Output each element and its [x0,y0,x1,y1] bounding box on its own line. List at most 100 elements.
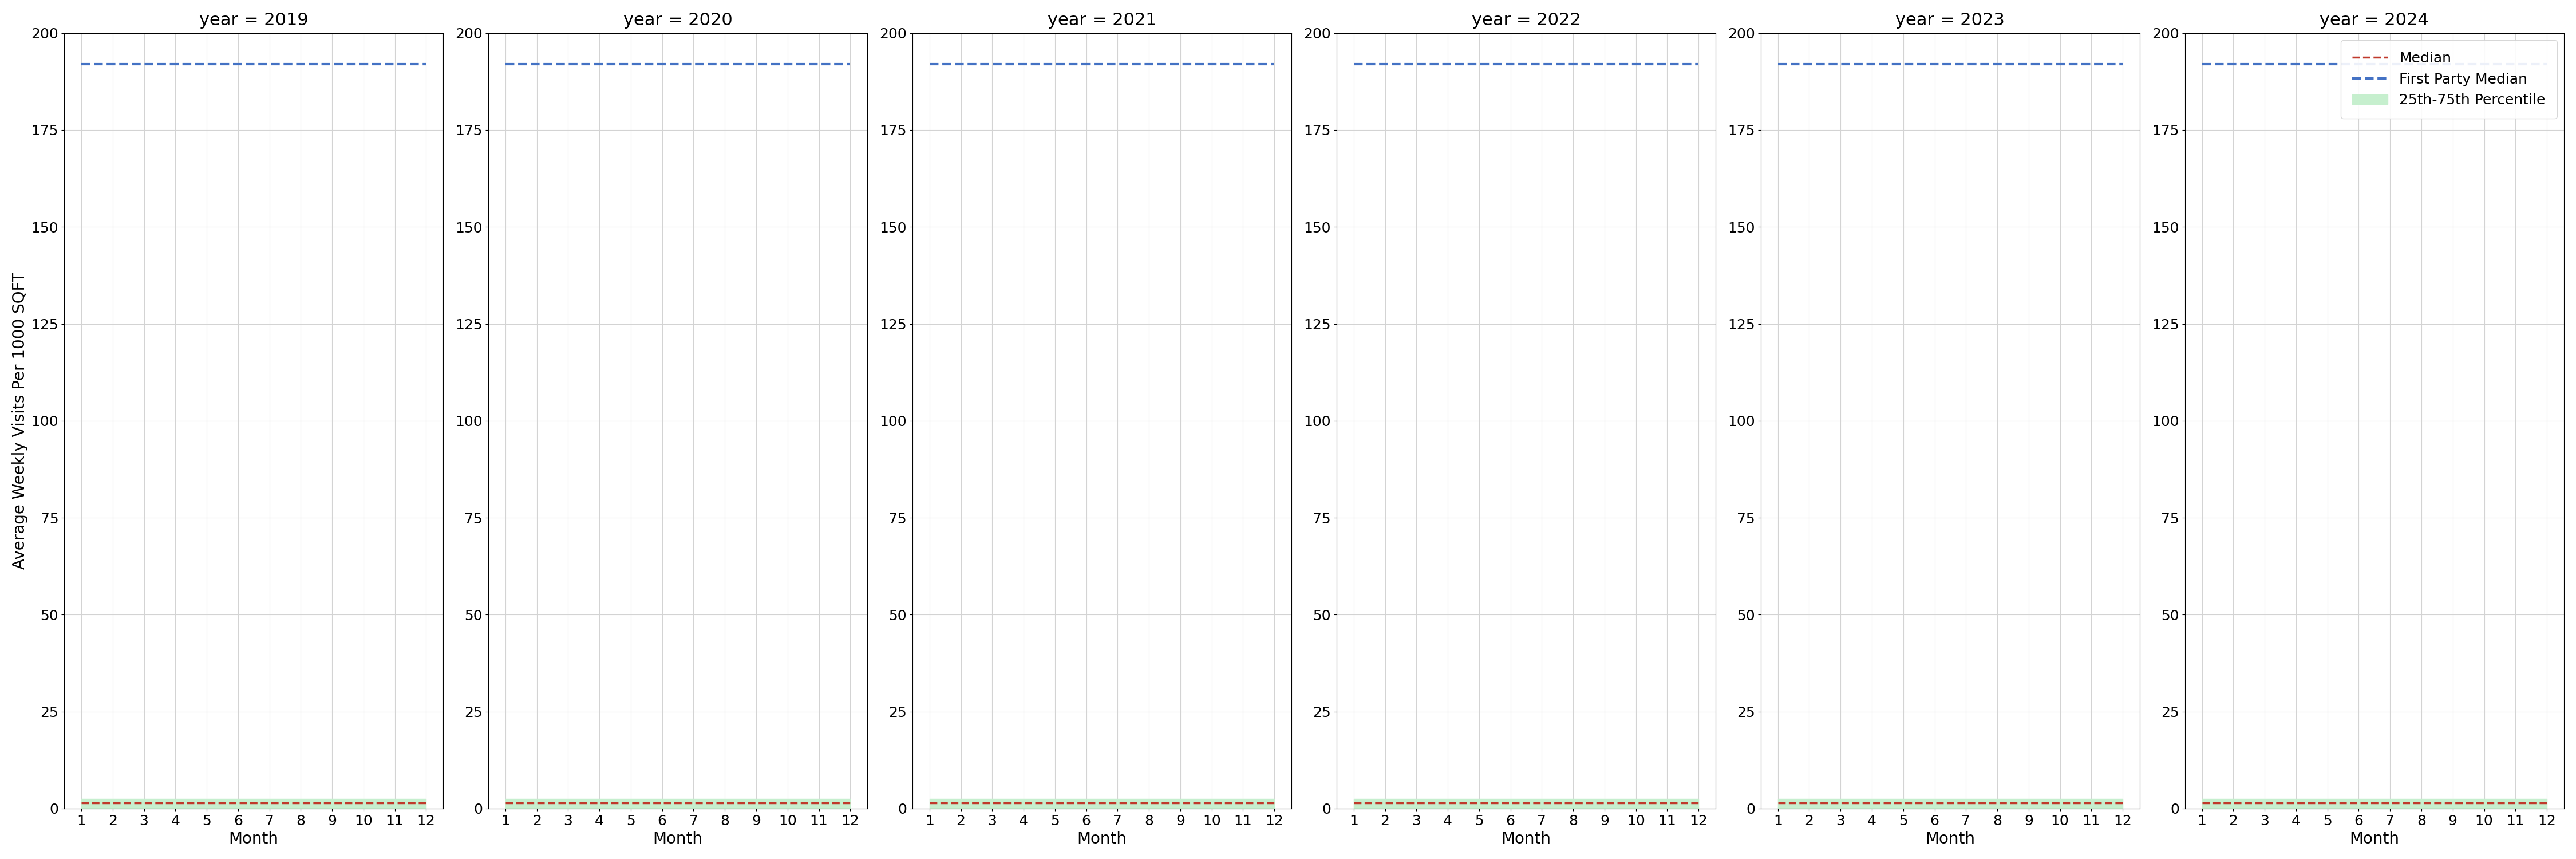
First Party Median [554,59,585,70]
First Party Median [1620,59,1651,70]
Median [945,797,976,807]
Median [2014,797,2045,807]
First Party Median [2501,59,2532,70]
Median [1195,797,1226,807]
Median [98,797,129,807]
First Party Median [2532,59,2563,70]
Median [2045,797,2076,807]
Median [2437,797,2468,807]
Median [2501,797,2532,807]
Median [67,797,98,807]
Median [1103,797,1133,807]
Median [835,797,866,807]
First Party Median [410,59,440,70]
Median [2344,797,2375,807]
First Party Median [804,59,835,70]
First Party Median [520,59,551,70]
Median [1133,797,1164,807]
First Party Median [2045,59,2076,70]
First Party Median [2468,59,2499,70]
First Party Median [1981,59,2012,70]
First Party Median [1340,59,1370,70]
Median [2280,797,2311,807]
First Party Median [1133,59,1164,70]
First Party Median [1370,59,1401,70]
First Party Median [1229,59,1260,70]
First Party Median [348,59,379,70]
X-axis label: Month: Month [652,831,703,847]
Median [1558,797,1589,807]
Title: year = 2020: year = 2020 [623,12,732,28]
Median [2187,797,2218,807]
First Party Median [1682,59,1713,70]
First Party Median [773,59,804,70]
First Party Median [2076,59,2107,70]
Median [379,797,410,807]
Median [2249,797,2280,807]
First Party Median [1072,59,1103,70]
First Party Median [2311,59,2342,70]
Median [708,797,739,807]
Median [255,797,286,807]
Median [410,797,440,807]
Median [1528,797,1558,807]
First Party Median [286,59,317,70]
Median [1041,797,1072,807]
Median [129,797,160,807]
Median [489,797,520,807]
First Party Median [742,59,773,70]
First Party Median [1950,59,1981,70]
First Party Median [98,59,129,70]
Title: year = 2024: year = 2024 [2321,12,2429,28]
First Party Median [1103,59,1133,70]
First Party Median [647,59,677,70]
Y-axis label: Average Weekly Visits Per 1000 SQFT: Average Weekly Visits Per 1000 SQFT [13,272,28,570]
First Party Median [1558,59,1589,70]
First Party Median [67,59,98,70]
Median [1260,797,1291,807]
Median [1401,797,1432,807]
First Party Median [2406,59,2437,70]
Median [2107,797,2138,807]
Median [348,797,379,807]
Median [1463,797,1494,807]
Median [804,797,835,807]
Median [773,797,804,807]
Median [1432,797,1463,807]
Median [1370,797,1401,807]
Median [1919,797,1950,807]
Median [1950,797,1981,807]
Median [286,797,317,807]
Median [1793,797,1824,807]
Title: year = 2023: year = 2023 [1896,12,2004,28]
Median [2468,797,2499,807]
First Party Median [1195,59,1226,70]
First Party Median [945,59,976,70]
First Party Median [976,59,1007,70]
First Party Median [2375,59,2406,70]
First Party Median [255,59,286,70]
First Party Median [489,59,520,70]
First Party Median [379,59,410,70]
Median [1494,797,1525,807]
First Party Median [222,59,252,70]
First Party Median [1793,59,1824,70]
First Party Median [835,59,866,70]
First Party Median [1824,59,1855,70]
Median [647,797,677,807]
First Party Median [1463,59,1494,70]
Median [976,797,1007,807]
First Party Median [1401,59,1432,70]
First Party Median [1589,59,1620,70]
First Party Median [2014,59,2045,70]
Median [1888,797,1919,807]
Median [520,797,551,807]
First Party Median [2344,59,2375,70]
Median [2375,797,2406,807]
First Party Median [1762,59,1793,70]
First Party Median [616,59,647,70]
First Party Median [1528,59,1558,70]
Median [191,797,222,807]
Median [2218,797,2249,807]
Median [317,797,348,807]
